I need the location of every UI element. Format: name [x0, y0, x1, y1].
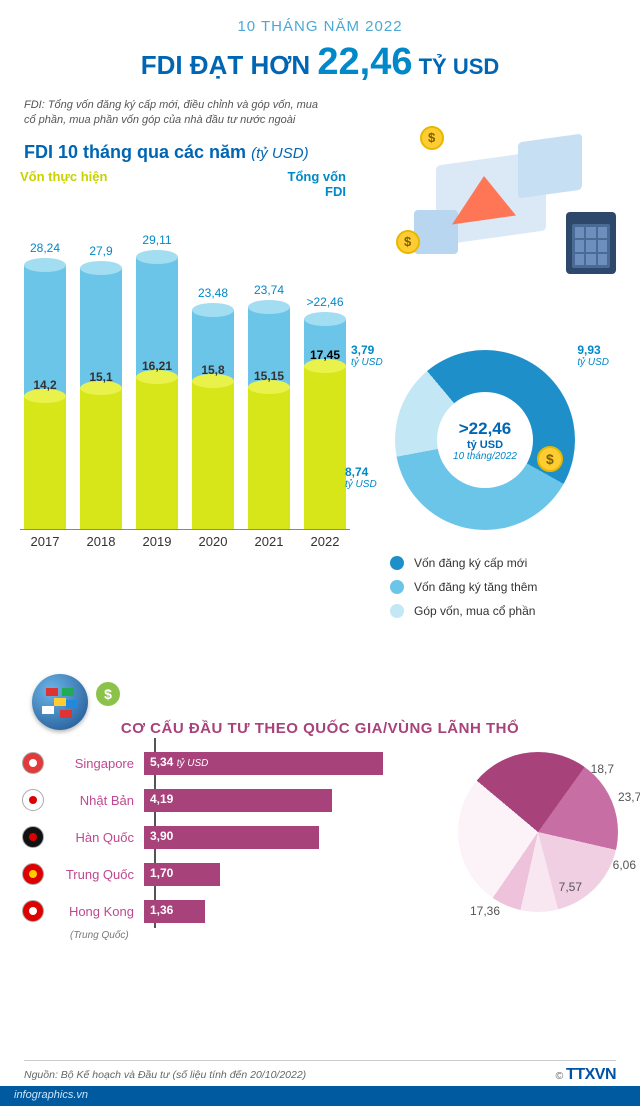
- header: 10 THÁNG NĂM 2022 FDI ĐẠT HƠN 22,46 TỶ U…: [0, 0, 640, 84]
- site-watermark: infographics.vn: [0, 1086, 640, 1106]
- pie-segment-label: 18,7: [591, 762, 614, 776]
- country-name: Trung Quốc: [54, 867, 144, 882]
- bar-2017: 28,24 14,2: [20, 241, 70, 529]
- flag-icon: [22, 789, 44, 811]
- dollar-icon: [537, 446, 563, 472]
- country-investment-section: $ CƠ CẤU ĐẦU TƯ THEO QUỐC GIA/VÙNG LÃNH …: [0, 712, 640, 932]
- donut-segment-label: 9,93tỷ USD: [577, 344, 609, 368]
- label-tong-von: Tổng vốn FDI: [288, 169, 347, 199]
- donut-segment-label: 3,79tỷ USD: [351, 344, 383, 368]
- country-name: Nhật Bản: [54, 793, 144, 808]
- fdi-definition: FDI: Tổng vốn đăng ký cấp mới, điều chỉn…: [0, 84, 330, 128]
- country-section-title: CƠ CẤU ĐẦU TƯ THEO QUỐC GIA/VÙNG LÃNH TH…: [0, 712, 640, 747]
- label-von-thuc-hien: Vốn thực hiện: [20, 169, 107, 199]
- bar-2022: >22,46 17,45: [300, 295, 350, 529]
- country-bar: 1,36: [144, 900, 205, 923]
- pie-segment-label: 23,78 %: [618, 790, 640, 804]
- bar-2018: 27,9 15,1: [76, 244, 126, 528]
- copyright-icon: ©: [555, 1070, 563, 1082]
- footer: Nguồn: Bộ Kế hoạch và Đầu tư (số liệu tí…: [0, 1066, 640, 1084]
- investment-illustration: [390, 120, 620, 300]
- donut-center-period: 10 tháng/2022: [453, 451, 517, 462]
- title-unit: TỶ USD: [413, 54, 500, 79]
- donut-center-value: >22,46: [459, 419, 511, 439]
- country-bar: 1,70: [144, 863, 220, 886]
- bar-2019: 29,11 16,21: [132, 233, 182, 529]
- xaxis-label: 2019: [132, 530, 182, 549]
- flag-icon: [22, 826, 44, 848]
- xaxis-label: 2021: [244, 530, 294, 549]
- flag-icon: [22, 863, 44, 885]
- country-bar: 3,90: [144, 826, 319, 849]
- country-share-pie: 23,78 %18,717,367,576,06: [458, 752, 618, 912]
- title-pre: FDI ĐẠT HƠN: [141, 50, 318, 80]
- source-note: Nguồn: Bộ Kế hoạch và Đầu tư (số liệu tí…: [24, 1069, 306, 1081]
- bar-2020: 23,48 15,8: [188, 286, 238, 529]
- flag-icon: [22, 900, 44, 922]
- flag-icon: [22, 752, 44, 774]
- xaxis-label: 2022: [300, 530, 350, 549]
- xaxis-label: 2018: [76, 530, 126, 549]
- globe-icon: [32, 674, 88, 730]
- fdi-yearly-barchart: Vốn thực hiện Tổng vốn FDI 28,24 14,2 27…: [20, 169, 350, 549]
- legend-item: Vốn đăng ký cấp mới: [390, 556, 610, 570]
- country-name: Hong Kong(Trung Quốc): [54, 904, 144, 919]
- xaxis-label: 2017: [20, 530, 70, 549]
- title-value: 22,46: [317, 41, 412, 83]
- pie-segment-label: 7,57: [559, 880, 582, 894]
- donut-segment-label: 8,74tỷ USD: [345, 466, 377, 490]
- donut-center-unit: tỷ USD: [467, 439, 503, 451]
- bar-2021: 23,74 15,15: [244, 283, 294, 529]
- country-bar: 4,19: [144, 789, 332, 812]
- donut-legend: Vốn đăng ký cấp mới Vốn đăng ký tăng thêm…: [360, 556, 610, 618]
- dollar-badge-icon: $: [96, 682, 120, 706]
- xaxis-label: 2020: [188, 530, 238, 549]
- pie-segment-label: 17,36: [470, 904, 500, 918]
- fdi-breakdown-donut: >22,46 tỷ USD 10 tháng/2022 9,93tỷ USD8,…: [360, 350, 610, 628]
- country-name: Singapore: [54, 756, 144, 771]
- country-name: Hàn Quốc: [54, 830, 144, 845]
- period-subtitle: 10 THÁNG NĂM 2022: [0, 18, 640, 35]
- agency-logo: TTXVN: [566, 1066, 616, 1083]
- legend-item: Vốn đăng ký tăng thêm: [390, 580, 610, 594]
- pie-segment-label: 6,06: [613, 858, 636, 872]
- main-title: FDI ĐẠT HƠN 22,46 TỶ USD: [0, 41, 640, 84]
- country-bar: 5,34 tỷ USD: [144, 752, 383, 775]
- legend-item: Góp vốn, mua cổ phần: [390, 604, 610, 618]
